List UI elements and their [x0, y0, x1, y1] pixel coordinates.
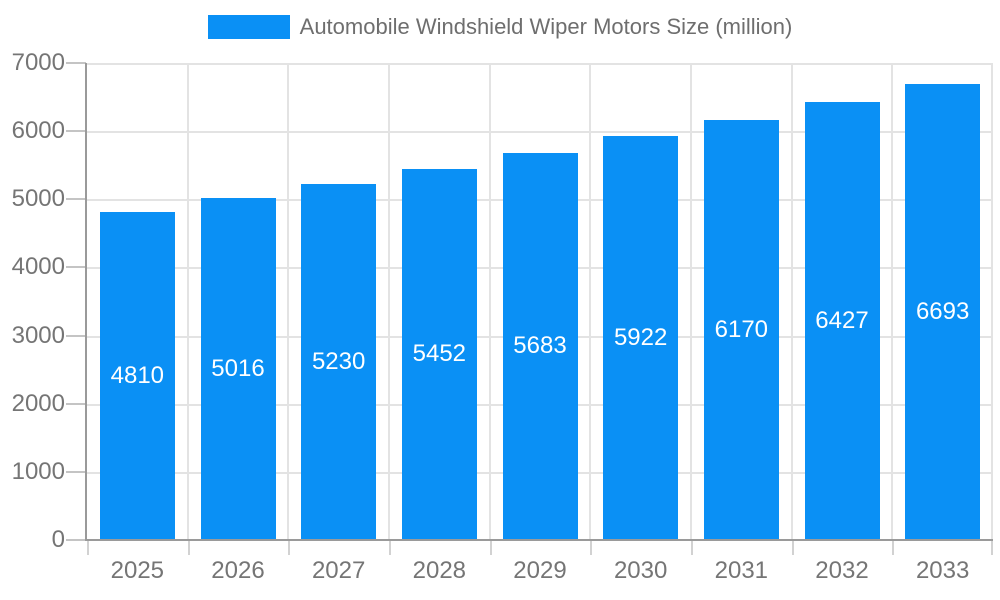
v-gridline: [891, 63, 894, 540]
x-tick-label: 2031: [714, 557, 769, 584]
bar[interactable]: 5452: [401, 168, 477, 540]
h-gridline: [87, 63, 993, 65]
y-tick-label: 4000: [11, 253, 65, 281]
x-tick-mark: [389, 540, 391, 555]
legend-label: Automobile Windshield Wiper Motors Size …: [299, 14, 793, 39]
x-tick-label: 2025: [110, 557, 165, 584]
bar[interactable]: 5683: [502, 152, 578, 540]
x-tick-mark: [892, 540, 895, 555]
x-tick-mark: [187, 540, 190, 555]
bar[interactable]: 5016: [200, 198, 276, 540]
x-tick-label: 2033: [915, 557, 970, 584]
v-gridline: [589, 63, 592, 540]
v-gridline: [388, 63, 390, 540]
y-tick-label: 3000: [11, 321, 65, 349]
y-axis-line: [85, 63, 87, 540]
bar-value-label: 5016: [211, 355, 265, 383]
bar[interactable]: 6427: [804, 102, 880, 540]
y-tick-mark: [66, 62, 86, 64]
v-gridline: [790, 63, 793, 540]
bar[interactable]: 6693: [905, 83, 981, 540]
bar-value-label: 5452: [412, 340, 467, 368]
y-tick-mark: [66, 334, 86, 337]
x-tick-mark: [991, 540, 993, 555]
v-gridline: [186, 63, 189, 540]
x-tick-mark: [489, 540, 492, 555]
y-tick-mark: [66, 539, 86, 541]
bar[interactable]: 5922: [603, 136, 679, 540]
bar-value-label: 5230: [311, 347, 366, 375]
h-gridline: [87, 131, 993, 134]
y-tick-mark: [66, 470, 86, 473]
x-tick-label: 2029: [513, 557, 567, 584]
y-tick-mark: [66, 266, 86, 269]
y-tick-label: 7000: [11, 49, 65, 76]
y-tick-mark: [66, 198, 86, 201]
v-gridline: [488, 63, 491, 540]
x-tick-label: 2030: [613, 557, 668, 584]
legend[interactable]: Automobile Windshield Wiper Motors Size …: [0, 14, 1000, 40]
x-tick-label: 2026: [211, 557, 265, 584]
x-tick-mark: [590, 540, 593, 555]
y-tick-label: 0: [51, 526, 65, 553]
y-tick-label: 1000: [11, 457, 65, 485]
bar-value-label: 6693: [915, 297, 970, 325]
bar[interactable]: 6170: [703, 119, 779, 540]
bar[interactable]: 4810: [99, 212, 175, 540]
plot-area: 4810 5016 5230 5452 5683 5922 6170 6427 6693: [87, 63, 993, 540]
x-tick-label: 2032: [815, 557, 869, 584]
x-axis-line: [85, 539, 993, 541]
bar-value-label: 6427: [815, 307, 869, 335]
v-gridline: [991, 63, 993, 540]
x-tick-label: 2027: [311, 557, 366, 584]
bar-value-label: 4810: [110, 362, 165, 390]
x-tick-mark: [288, 540, 291, 555]
x-tick-mark: [791, 540, 794, 555]
y-tick-label: 2000: [11, 389, 65, 417]
legend-swatch-icon: [207, 15, 290, 39]
y-tick-label: 6000: [11, 117, 65, 145]
x-tick-mark: [87, 540, 89, 555]
y-tick-label: 5000: [11, 185, 65, 213]
bar-value-label: 5922: [613, 324, 668, 352]
x-tick-label: 2028: [412, 557, 467, 584]
v-gridline: [690, 63, 692, 540]
x-tick-mark: [691, 540, 693, 555]
y-tick-mark: [66, 130, 86, 133]
bar-value-label: 5683: [513, 332, 567, 360]
v-gridline: [287, 63, 290, 540]
y-tick-mark: [66, 402, 86, 405]
bar-value-label: 6170: [714, 315, 769, 343]
bar[interactable]: 5230: [301, 183, 377, 540]
